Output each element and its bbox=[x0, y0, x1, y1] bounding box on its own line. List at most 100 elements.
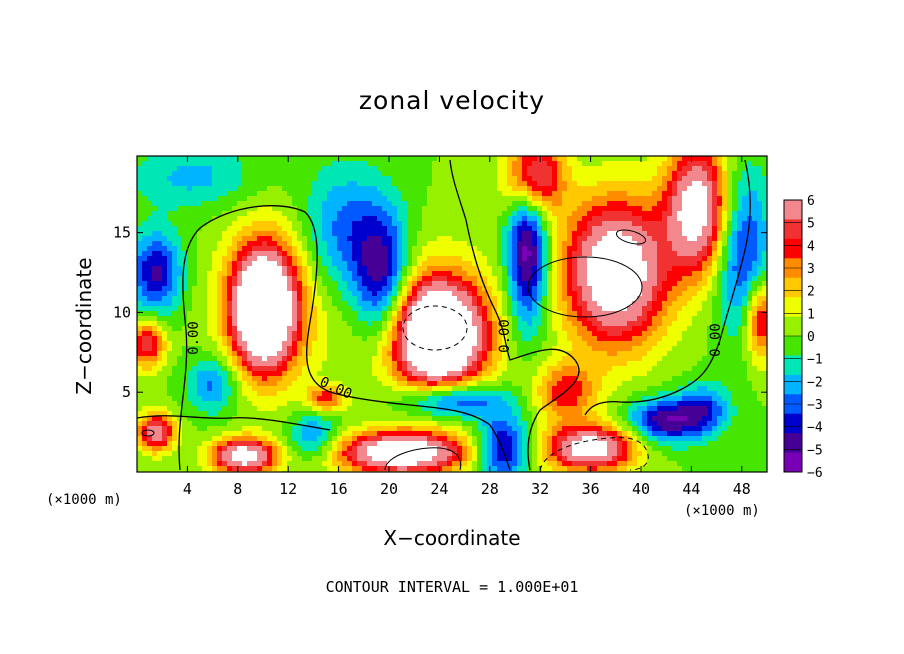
heat-cell bbox=[662, 316, 668, 322]
heat-cell bbox=[597, 166, 603, 172]
heat-cell bbox=[142, 206, 148, 212]
heat-cell bbox=[557, 306, 563, 312]
heat-cell bbox=[257, 291, 263, 297]
heat-cell bbox=[532, 191, 538, 197]
heat-cell bbox=[437, 276, 443, 282]
heat-cell bbox=[657, 206, 663, 212]
heat-cell bbox=[427, 166, 433, 172]
heat-cell bbox=[712, 251, 718, 257]
heat-cell bbox=[212, 281, 218, 287]
heat-cell bbox=[567, 211, 573, 217]
heat-cell bbox=[637, 171, 643, 177]
heat-cell bbox=[242, 156, 248, 162]
heat-cell bbox=[552, 276, 558, 282]
heat-cell bbox=[252, 256, 258, 262]
heat-cell bbox=[317, 351, 323, 357]
heat-cell bbox=[297, 156, 303, 162]
heat-cell bbox=[642, 216, 648, 222]
heat-cell bbox=[707, 186, 713, 192]
heat-cell bbox=[172, 216, 178, 222]
heat-cell bbox=[267, 176, 273, 182]
heat-cell bbox=[287, 306, 293, 312]
heat-cell bbox=[317, 276, 323, 282]
heat-cell bbox=[147, 191, 153, 197]
heat-cell bbox=[207, 241, 213, 247]
heat-cell bbox=[667, 166, 673, 172]
heat-cell bbox=[582, 231, 588, 237]
heat-cell bbox=[387, 211, 393, 217]
heat-cell bbox=[307, 281, 313, 287]
heat-cell bbox=[762, 341, 767, 347]
heat-cell bbox=[372, 291, 378, 297]
heat-cell bbox=[192, 336, 198, 342]
heat-cell bbox=[477, 331, 483, 337]
heat-cell bbox=[707, 261, 713, 267]
heat-cell bbox=[557, 266, 563, 272]
heat-cell bbox=[217, 311, 223, 317]
heat-cell bbox=[372, 281, 378, 287]
heat-cell bbox=[372, 191, 378, 197]
heat-cell bbox=[192, 201, 198, 207]
heat-cell bbox=[157, 341, 163, 347]
heat-cell bbox=[652, 336, 658, 342]
heat-cell bbox=[512, 346, 518, 352]
heat-cell bbox=[162, 246, 168, 252]
heat-cell bbox=[222, 251, 228, 257]
heat-cell bbox=[677, 236, 683, 242]
heat-cell bbox=[192, 181, 198, 187]
heat-cell bbox=[202, 181, 208, 187]
heat-cell bbox=[322, 346, 328, 352]
heat-cell bbox=[512, 241, 518, 247]
heat-cell bbox=[192, 206, 198, 212]
heat-cell bbox=[197, 161, 203, 167]
heat-cell bbox=[432, 341, 438, 347]
heat-cell bbox=[487, 181, 493, 187]
heat-cell bbox=[587, 166, 593, 172]
heat-cell bbox=[147, 341, 153, 347]
heat-cell bbox=[287, 211, 293, 217]
heat-cell bbox=[152, 211, 158, 217]
heat-cell bbox=[217, 266, 223, 272]
heat-cell bbox=[237, 261, 243, 267]
heat-cell bbox=[307, 291, 313, 297]
heat-cell bbox=[707, 321, 713, 327]
heat-cell bbox=[412, 271, 418, 277]
heat-cell bbox=[522, 301, 528, 307]
heat-cell bbox=[172, 346, 178, 352]
heat-cell bbox=[292, 241, 298, 247]
heat-cell bbox=[332, 196, 338, 202]
heat-cell bbox=[722, 331, 728, 337]
heat-cell bbox=[402, 191, 408, 197]
heat-cell bbox=[292, 201, 298, 207]
heat-cell bbox=[172, 271, 178, 277]
heat-cell bbox=[522, 246, 528, 252]
heat-cell bbox=[757, 301, 763, 307]
heat-cell bbox=[182, 246, 188, 252]
heat-cell bbox=[302, 281, 308, 287]
heat-cell bbox=[297, 171, 303, 177]
heat-cell bbox=[542, 286, 548, 292]
heat-cell bbox=[527, 286, 533, 292]
heat-cell bbox=[472, 261, 478, 267]
heat-cell bbox=[217, 216, 223, 222]
heat-cell bbox=[157, 226, 163, 232]
heat-cell bbox=[572, 186, 578, 192]
heat-cell bbox=[667, 171, 673, 177]
heat-cell bbox=[702, 216, 708, 222]
heat-cell bbox=[457, 161, 463, 167]
heat-cell bbox=[577, 326, 583, 332]
heat-cell bbox=[427, 221, 433, 227]
heat-cell bbox=[657, 186, 663, 192]
heat-cell bbox=[552, 266, 558, 272]
heat-cell bbox=[567, 271, 573, 277]
heat-cell bbox=[507, 341, 513, 347]
heat-cell bbox=[372, 206, 378, 212]
heat-cell bbox=[652, 316, 658, 322]
heat-cell bbox=[447, 236, 453, 242]
heat-cell bbox=[542, 266, 548, 272]
heat-cell bbox=[717, 161, 723, 167]
heat-cell bbox=[332, 226, 338, 232]
heat-cell bbox=[647, 331, 653, 337]
heat-cell bbox=[727, 166, 733, 172]
heat-cell bbox=[577, 156, 583, 162]
